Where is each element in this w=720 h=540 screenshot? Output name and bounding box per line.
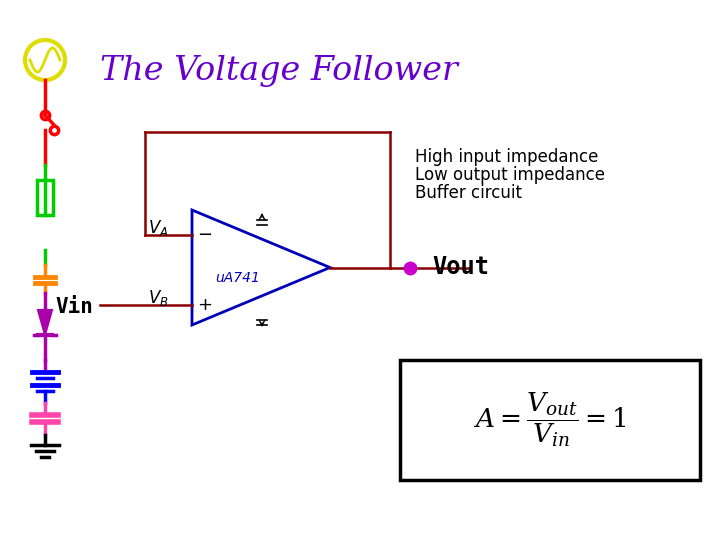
Polygon shape <box>38 310 52 335</box>
Text: The Voltage Follower: The Voltage Follower <box>100 55 458 87</box>
Bar <box>400 360 700 480</box>
Text: Low output impedance: Low output impedance <box>415 166 605 184</box>
Text: Vin: Vin <box>55 297 93 317</box>
Text: Buffer circuit: Buffer circuit <box>415 184 522 202</box>
Text: $A = \dfrac{V_{out}}{V_{in}} = 1$: $A = \dfrac{V_{out}}{V_{in}} = 1$ <box>473 390 627 449</box>
Text: $V_B$: $V_B$ <box>148 288 168 308</box>
Text: High input impedance: High input impedance <box>415 148 598 166</box>
Text: −: − <box>197 226 212 244</box>
Bar <box>37 180 53 215</box>
Text: $V_A$: $V_A$ <box>148 218 168 238</box>
Text: +: + <box>197 296 212 314</box>
Text: Vout: Vout <box>432 255 489 280</box>
Text: uA741: uA741 <box>215 271 260 285</box>
